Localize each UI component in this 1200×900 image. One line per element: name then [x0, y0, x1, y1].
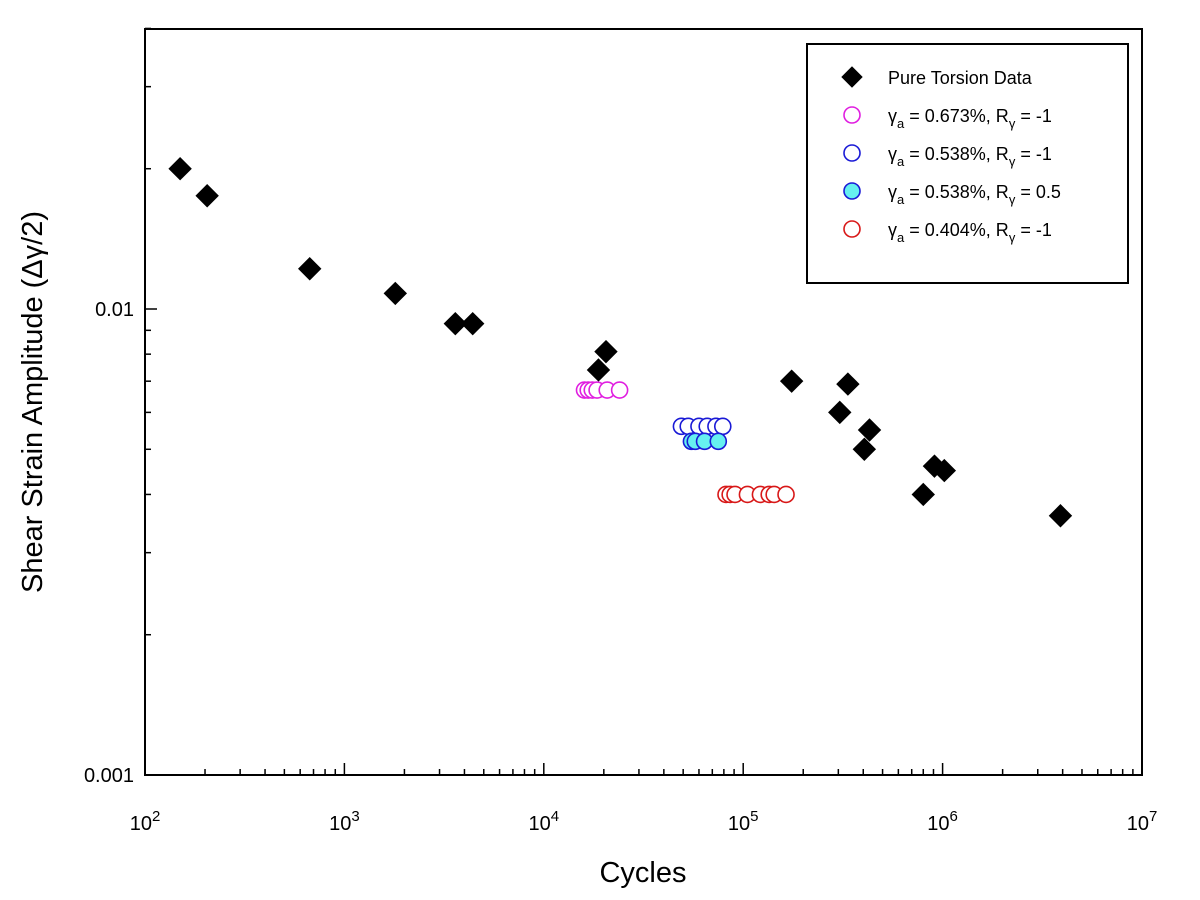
data-point-diamond — [932, 458, 957, 483]
series-3 — [682, 432, 728, 451]
legend-items: Pure Torsion Data γa = 0.673%, Rγ = -1 γa … — [841, 66, 1061, 245]
legend-label: Pure Torsion Data — [888, 68, 1033, 88]
x-tick-label: 103 — [329, 808, 360, 835]
y-tick-label: 0.01 — [95, 299, 134, 321]
data-point-diamond — [586, 358, 611, 382]
x-tick-label: 106 — [927, 808, 958, 835]
axis-ticks — [144, 27, 1143, 776]
y-tick-labels: 0.001 0.01 — [84, 299, 134, 787]
legend-label: γa = 0.538%, Rγ = -1 — [888, 144, 1052, 169]
data-point-diamond — [594, 339, 618, 364]
data-point-diamond — [852, 437, 877, 461]
data-point-diamond — [298, 257, 322, 281]
x-tick-label: 105 — [728, 808, 759, 835]
x-axis-title: Cycles — [599, 857, 686, 889]
legend-label: γa = 0.404%, Rγ = -1 — [888, 220, 1052, 245]
legend-marker-circle — [843, 182, 861, 200]
data-point-circle — [713, 417, 732, 436]
data-point-diamond — [1048, 504, 1073, 528]
legend: Pure Torsion Data γa = 0.673%, Rγ = -1 γa … — [806, 43, 1129, 284]
x-tick-label: 104 — [529, 808, 560, 835]
legend-marker-diamond — [841, 66, 863, 88]
data-point-diamond — [383, 281, 408, 306]
data-point-diamond — [443, 311, 468, 336]
x-tick-labels: 102 103 104 105 106 107 — [130, 808, 1158, 835]
data-point-diamond — [168, 157, 192, 181]
plot-area-frame — [144, 28, 1143, 776]
data-points — [168, 157, 1073, 528]
data-point-diamond — [779, 369, 804, 393]
legend-marker-circle — [843, 220, 861, 238]
data-point-diamond — [911, 482, 935, 507]
data-point-diamond — [857, 418, 882, 442]
data-point-diamond — [836, 372, 860, 396]
data-point-diamond — [195, 184, 219, 208]
y-tick-label: 0.001 — [84, 765, 134, 787]
series-1 — [575, 381, 629, 399]
x-tick-label: 102 — [130, 808, 161, 835]
series-2 — [672, 417, 732, 436]
legend-marker-circle — [843, 144, 861, 162]
data-point-circle — [777, 485, 795, 504]
legend-label: γa = 0.673%, Rγ = -1 — [888, 106, 1052, 131]
data-point-circle — [709, 432, 728, 451]
x-tick-label: 107 — [1127, 808, 1158, 835]
data-point-diamond — [828, 400, 852, 425]
y-axis-title: Shear Strain Amplitude (Δγ/2) — [17, 211, 49, 593]
series-0 — [168, 157, 1073, 528]
legend-marker-circle — [843, 106, 861, 124]
data-point-diamond — [460, 311, 485, 336]
legend-box — [806, 43, 1129, 284]
data-point-circle — [610, 381, 629, 399]
series-4 — [717, 485, 795, 504]
legend-label: γa = 0.538%, Rγ = 0.5 — [888, 182, 1061, 207]
